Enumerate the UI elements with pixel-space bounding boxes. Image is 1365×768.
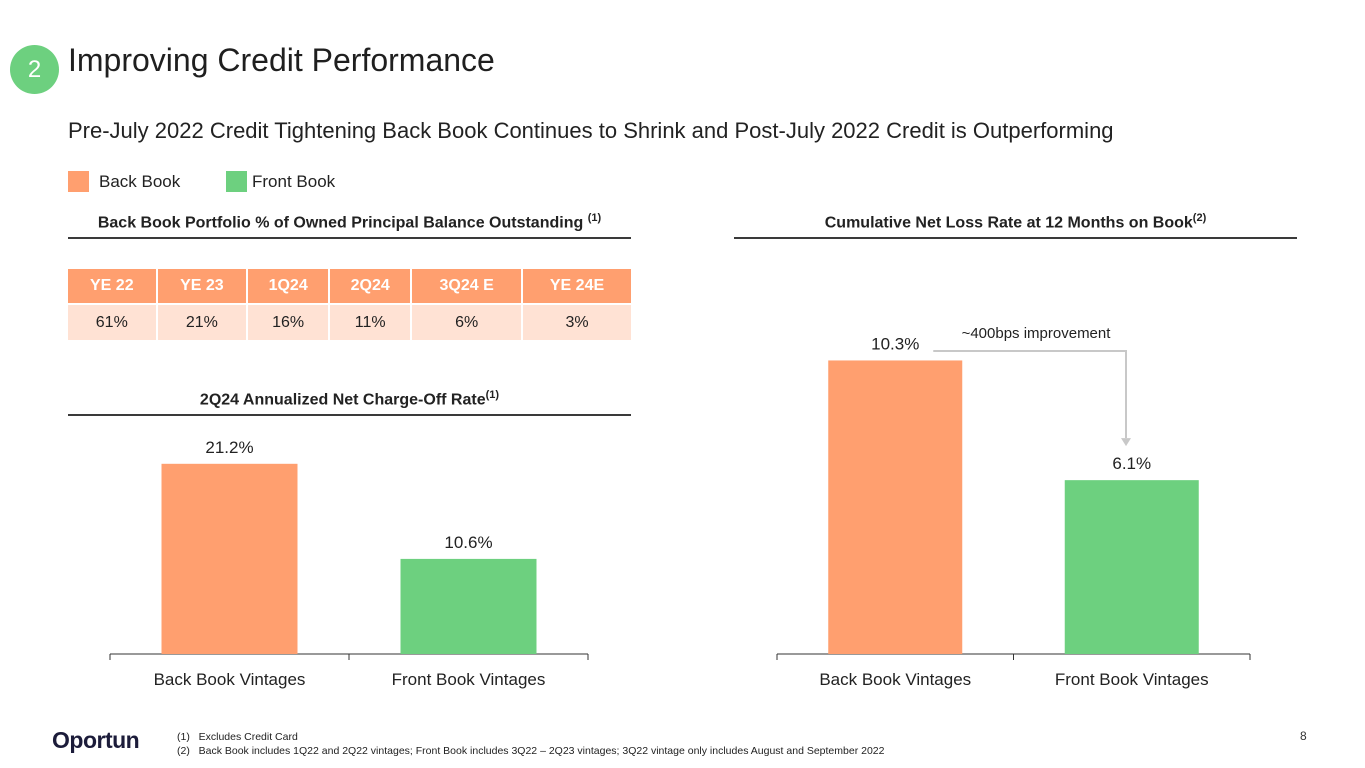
category-label: Back Book Vintages [819,670,971,689]
page-subtitle: Pre-July 2022 Credit Tightening Back Boo… [68,118,1114,143]
category-label: Front Book Vintages [392,670,546,689]
table-cell: 6% [411,303,524,340]
data-label: 10.3% [871,334,919,353]
table-cell: 3% [522,303,631,340]
bar-back-book [828,360,963,654]
table-section-rule [68,237,631,239]
table-cell: 11% [329,303,413,340]
improvement-annotation: ~400bps improvement [962,325,1112,342]
table-header-row: YE 22 YE 23 1Q24 2Q24 3Q24 E YE 24E [68,269,631,304]
improvement-arrow-line [933,350,1127,439]
chart1-net-charge-off: 21.2% Back Book Vintages 10.6% Front Book V… [109,438,589,689]
legend-label-back-book: Back Book [99,172,181,191]
bar-back-book [161,463,298,654]
page-title: Improving Credit Performance [68,42,495,78]
category-label: Back Book Vintages [154,670,306,689]
footnote-2: (2) Back Book includes 1Q22 and 2Q22 vin… [177,745,885,757]
legend-swatch-back-book [68,171,89,192]
table-cell: 61% [68,303,158,340]
chart2-title: Cumulative Net Loss Rate at 12 Months on… [824,212,1207,232]
table-cell: 16% [247,303,331,340]
table-header-cell: 3Q24 E [411,269,524,304]
chart1-title-rule [68,414,631,416]
category-label: Front Book Vintages [1055,670,1209,689]
table-header-cell: YE 23 [156,269,249,304]
data-label: 6.1% [1112,454,1151,473]
legend-swatch-front-book [226,171,247,192]
table-header-cell: YE 24E [522,269,631,304]
table-row: 61% 21% 16% 11% 6% 3% [68,303,631,340]
page-number: 8 [1300,729,1307,743]
chart2-cumulative-net-loss: 10.3% Back Book Vintages 6.1% Front Book Vi… [776,325,1251,689]
section-number-badge: 2 [10,45,59,94]
chart1-title: 2Q24 Annualized Net Charge-Off Rate(1) [199,389,500,409]
data-label: 10.6% [444,533,492,552]
legend-label-front-book: Front Book [252,172,336,191]
back-book-portfolio-table: YE 22 YE 23 1Q24 2Q24 3Q24 E YE 24E 61% … [68,269,631,340]
table-section-title: Back Book Portfolio % of Owned Principal… [97,212,602,232]
table-cell: 21% [156,303,249,340]
table-header-cell: 2Q24 [329,269,413,304]
footnote-1: (1) Excludes Credit Card [177,731,298,743]
oportun-logo: Oportun [52,727,140,753]
chart2-title-rule [734,237,1297,239]
bar-front-book [1064,480,1199,654]
bar-front-book [400,558,537,654]
improvement-arrow-head [1121,438,1131,447]
table-header-cell: YE 22 [68,269,158,304]
table-header-cell: 1Q24 [247,269,331,304]
data-label: 21.2% [205,438,253,457]
